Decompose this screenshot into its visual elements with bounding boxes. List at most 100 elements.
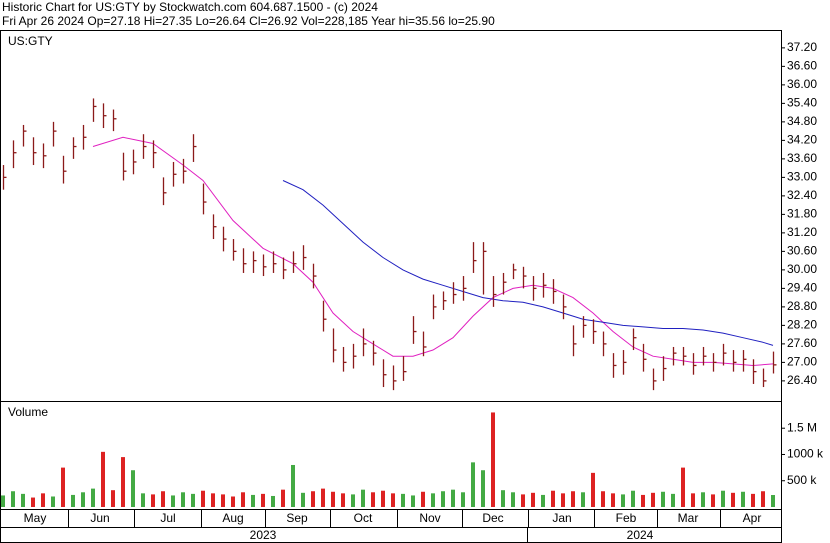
x-tick-label: Nov — [419, 511, 440, 525]
y-tick-label: 27.60 — [787, 336, 817, 350]
y-tick-label: 37.20 — [787, 40, 817, 54]
volume-bar — [561, 493, 565, 507]
volume-bar — [541, 494, 545, 507]
volume-bar — [621, 494, 625, 507]
volume-bar — [281, 489, 285, 507]
volume-bar — [731, 492, 735, 507]
moving-average-line — [282, 180, 774, 346]
x-tick-label: Mar — [678, 511, 699, 525]
y-tick-label: 30.60 — [787, 244, 817, 258]
y-tick-label: 28.80 — [787, 299, 817, 313]
volume-bar — [11, 491, 15, 507]
volume-bar — [251, 494, 255, 507]
y-tick-label: 34.20 — [787, 133, 817, 147]
volume-bar — [61, 467, 65, 507]
volume-bar — [271, 495, 275, 507]
volume-bar — [211, 493, 215, 507]
volume-tick-label: 1000 k — [787, 447, 824, 461]
chart-title: Historic Chart for US:GTY by Stockwatch.… — [2, 0, 378, 14]
x-tick-label: Dec — [482, 511, 503, 525]
volume-bar — [711, 494, 715, 507]
volume-bar — [71, 494, 75, 507]
volume-bar — [651, 492, 655, 507]
volume-bar — [381, 490, 385, 507]
volume-bar — [301, 492, 305, 507]
volume-tick-label: 1.5 M — [787, 420, 817, 434]
volume-bar — [31, 497, 35, 507]
volume-bar — [351, 494, 355, 507]
x-tick-label: Oct — [354, 511, 373, 525]
volume-bar — [391, 493, 395, 507]
volume-bar — [751, 493, 755, 507]
volume-bar — [491, 412, 495, 507]
volume-bar — [591, 472, 595, 507]
volume-bar — [421, 491, 425, 507]
volume-bar — [761, 491, 765, 507]
y-tick-label: 36.00 — [787, 77, 817, 91]
volume-bar — [741, 491, 745, 507]
volume-label: Volume — [8, 405, 48, 419]
volume-bar — [221, 494, 225, 507]
volume-bar — [171, 495, 175, 507]
volume-bar — [81, 492, 85, 507]
volume-bar — [241, 492, 245, 507]
volume-bar — [501, 490, 505, 507]
volume-bar — [521, 494, 525, 507]
volume-bar — [341, 493, 345, 507]
volume-bar — [571, 491, 575, 507]
volume-bar — [1, 495, 5, 507]
volume-bar — [601, 491, 605, 507]
moving-average-line — [92, 136, 774, 367]
volume-bar — [611, 493, 615, 507]
volume-bar — [631, 490, 635, 507]
y-tick-label: 33.60 — [787, 151, 817, 165]
outer-frame — [0, 30, 782, 543]
volume-bar — [191, 493, 195, 507]
y-tick-label: 33.00 — [787, 170, 817, 184]
y-tick-label: 35.40 — [787, 96, 817, 110]
symbol-label: US:GTY — [8, 34, 53, 48]
volume-bar — [361, 489, 365, 507]
volume-bar — [771, 495, 775, 507]
volume-bar — [451, 489, 455, 507]
y-tick-label: 36.60 — [787, 59, 817, 73]
volume-bar — [111, 490, 115, 507]
volume-bar — [201, 490, 205, 507]
volume-bar — [311, 491, 315, 507]
volume-bar — [161, 491, 165, 507]
y-tick-label: 26.40 — [787, 373, 817, 387]
year-label: 2024 — [627, 528, 654, 542]
volume-bar — [681, 467, 685, 507]
volume-bar — [441, 491, 445, 507]
y-tick-label: 28.20 — [787, 318, 817, 332]
y-tick-label: 31.80 — [787, 207, 817, 221]
x-tick-label: Jan — [552, 511, 571, 525]
volume-bar — [511, 492, 515, 507]
volume-bar — [691, 493, 695, 507]
volume-bar — [231, 496, 235, 507]
volume-bar — [21, 493, 25, 507]
volume-bar — [121, 457, 125, 507]
x-tick-label: Jun — [90, 511, 109, 525]
volume-bar — [551, 490, 555, 507]
volume-bar — [261, 493, 265, 507]
volume-bar — [91, 488, 95, 507]
volume-bar — [51, 496, 55, 507]
x-tick-label: Aug — [222, 511, 243, 525]
year-label: 2023 — [250, 528, 277, 542]
y-tick-label: 32.40 — [787, 188, 817, 202]
volume-bar — [41, 493, 45, 507]
volume-bar — [701, 492, 705, 507]
y-tick-label: 27.00 — [787, 355, 817, 369]
volume-bar — [411, 495, 415, 507]
volume-bar — [401, 493, 405, 507]
volume-bar — [661, 491, 665, 507]
volume-bar — [101, 451, 105, 507]
volume-bar — [181, 492, 185, 507]
volume-bar — [131, 470, 135, 507]
volume-bar — [431, 493, 435, 507]
x-tick-label: Feb — [616, 511, 637, 525]
volume-bar — [531, 492, 535, 507]
volume-bar — [371, 492, 375, 507]
